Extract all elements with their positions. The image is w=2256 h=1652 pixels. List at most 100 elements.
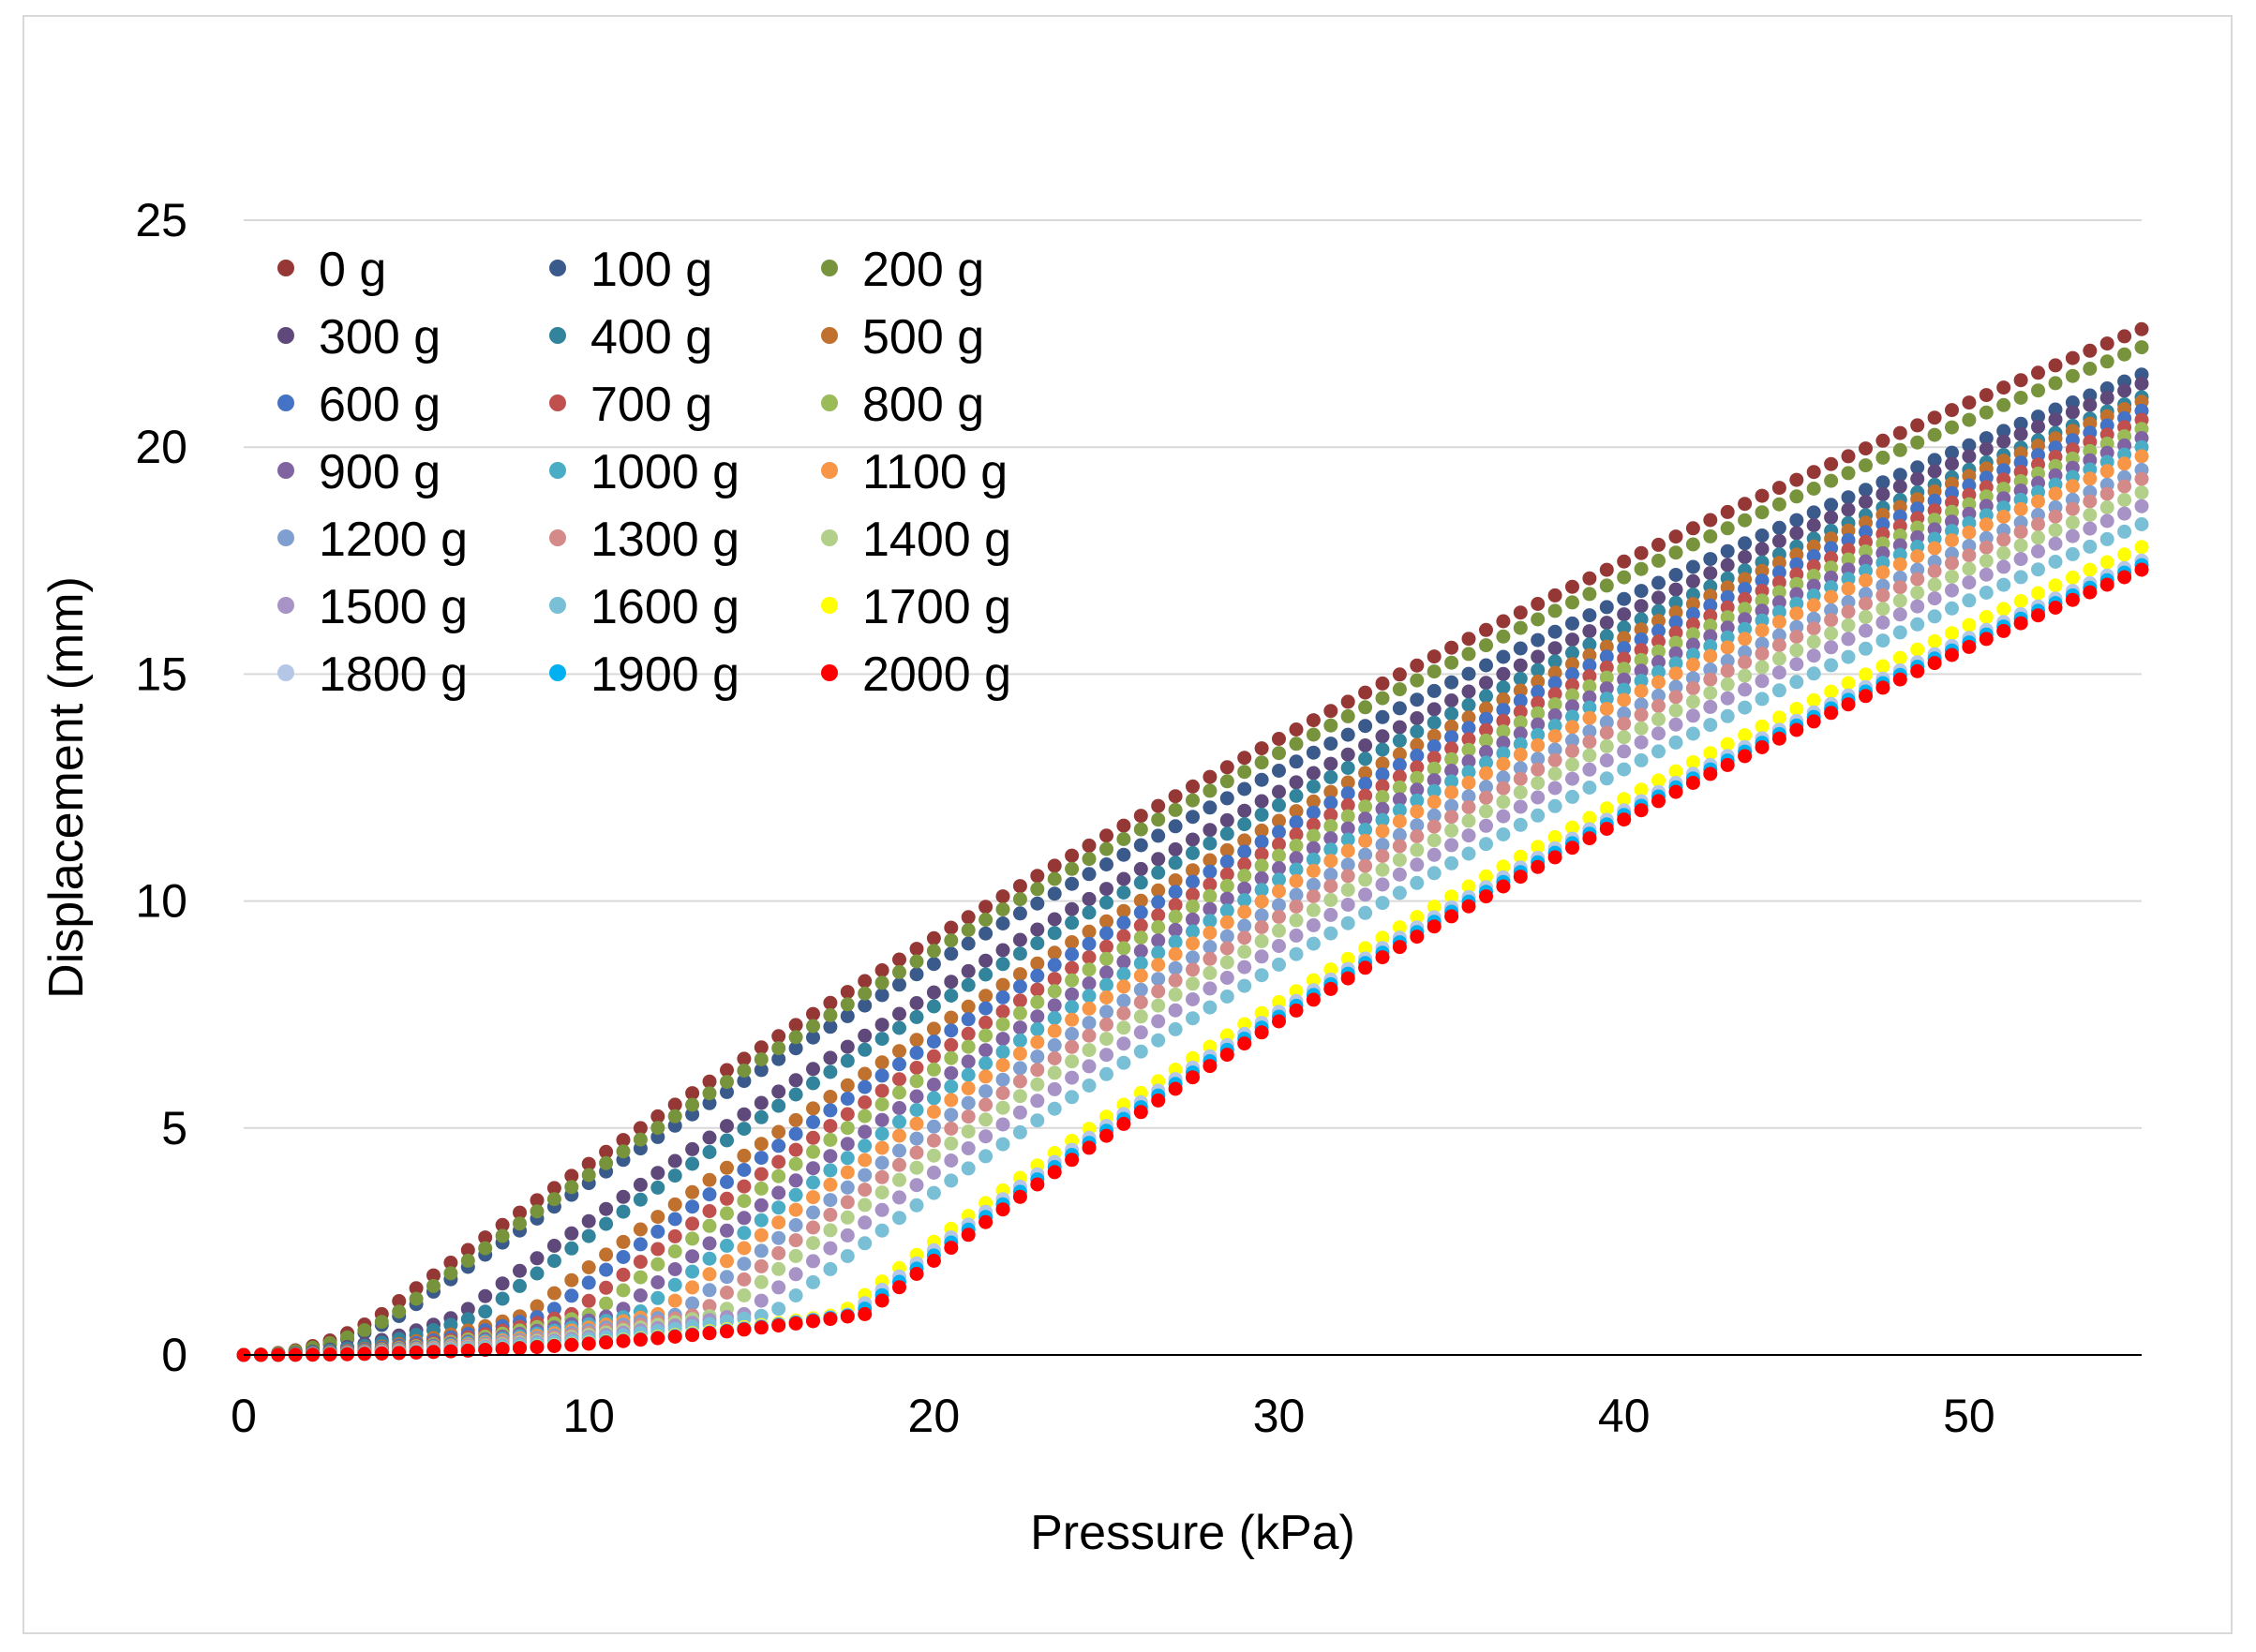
x-tick-label: 50 xyxy=(1943,1390,1995,1442)
data-point xyxy=(995,1005,1010,1019)
data-point xyxy=(1237,844,1252,859)
data-point xyxy=(1996,424,2011,439)
data-point xyxy=(1789,722,1804,737)
data-point xyxy=(1651,537,1666,552)
data-point xyxy=(1186,992,1200,1006)
legend-label: 400 g xyxy=(590,310,712,365)
data-point xyxy=(926,957,941,972)
data-point xyxy=(1444,707,1459,722)
data-point xyxy=(874,1202,889,1217)
data-point xyxy=(1755,505,1770,520)
legend-marker xyxy=(549,664,566,681)
data-point xyxy=(685,1328,700,1343)
data-point xyxy=(1668,679,1683,694)
data-point xyxy=(1168,1021,1183,1036)
data-point xyxy=(1513,771,1528,786)
data-point xyxy=(1531,706,1546,721)
data-point xyxy=(771,1154,786,1169)
data-point xyxy=(1410,760,1425,775)
data-point xyxy=(720,1119,734,1134)
data-point xyxy=(823,1064,838,1079)
data-point xyxy=(995,1100,1010,1115)
data-point xyxy=(1392,803,1407,818)
data-point xyxy=(858,1109,873,1124)
data-point xyxy=(1651,644,1666,659)
legend-label: 300 g xyxy=(319,310,441,365)
data-point xyxy=(1203,965,1218,980)
data-point xyxy=(1962,548,1977,563)
data-point xyxy=(823,1132,838,1147)
data-point xyxy=(1720,504,1735,519)
data-point xyxy=(667,1168,682,1183)
data-point xyxy=(1168,934,1183,949)
data-point xyxy=(1237,765,1252,780)
data-point xyxy=(1979,610,1994,624)
data-point xyxy=(1168,973,1183,988)
data-point xyxy=(599,1201,614,1216)
legend-item: 500 g xyxy=(821,310,984,365)
data-point xyxy=(1410,711,1425,725)
data-point xyxy=(1254,772,1269,787)
data-points xyxy=(236,321,2149,1362)
data-point xyxy=(1996,380,2011,395)
data-point xyxy=(1030,1063,1045,1078)
data-point xyxy=(1219,791,1234,806)
data-point xyxy=(1806,578,1821,593)
data-point xyxy=(650,1180,665,1195)
data-point xyxy=(1496,879,1511,894)
data-point xyxy=(1685,559,1700,574)
legend-item: 1900 g xyxy=(549,647,740,702)
legend-marker xyxy=(821,462,838,479)
legend-item: 1700 g xyxy=(821,580,1011,634)
data-point xyxy=(1738,602,1753,617)
data-point xyxy=(1151,865,1166,880)
data-point xyxy=(995,889,1010,904)
data-point xyxy=(979,926,994,941)
data-point xyxy=(1358,719,1373,734)
data-point xyxy=(1927,464,1942,479)
data-point xyxy=(858,1168,873,1183)
data-point xyxy=(806,1205,820,1220)
data-point xyxy=(1392,867,1407,882)
data-point xyxy=(1979,517,1994,532)
legend-label: 1600 g xyxy=(590,580,740,634)
data-point xyxy=(909,1074,924,1089)
data-point xyxy=(1824,456,1839,471)
data-point xyxy=(1392,792,1407,807)
data-point xyxy=(2134,499,2149,513)
data-point xyxy=(530,1340,545,1355)
data-point xyxy=(1738,645,1753,660)
data-point xyxy=(1219,812,1234,827)
data-point xyxy=(1685,657,1700,672)
data-point xyxy=(1755,593,1770,608)
data-point xyxy=(1099,882,1113,897)
legend-marker xyxy=(549,394,566,411)
data-point xyxy=(1738,749,1753,764)
data-point xyxy=(546,1302,561,1317)
data-point xyxy=(599,1216,614,1231)
legend-marker xyxy=(821,327,838,344)
data-point xyxy=(1582,811,1597,826)
data-point xyxy=(2031,543,2045,558)
data-point xyxy=(1323,981,1338,996)
data-point xyxy=(1410,692,1425,707)
data-point xyxy=(374,1346,389,1361)
legend-label: 2000 g xyxy=(862,647,1011,702)
data-point xyxy=(754,1063,769,1078)
data-point xyxy=(1340,775,1355,790)
data-point xyxy=(874,1185,889,1200)
data-point xyxy=(1806,518,1821,532)
data-point xyxy=(1755,573,1770,588)
data-point xyxy=(1513,747,1528,762)
data-point xyxy=(1565,595,1579,610)
data-point xyxy=(1599,562,1614,577)
data-point xyxy=(667,1330,682,1344)
data-point xyxy=(1186,832,1200,847)
data-point xyxy=(1116,1036,1131,1051)
data-point xyxy=(1186,912,1200,927)
data-point xyxy=(1685,617,1700,632)
data-point xyxy=(1703,662,1718,677)
data-point xyxy=(754,1198,769,1213)
data-point xyxy=(1065,876,1080,891)
data-point xyxy=(1272,837,1286,852)
